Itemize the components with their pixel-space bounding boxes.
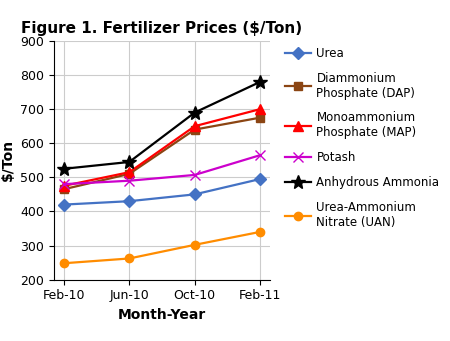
Line: Monoammonium
Phosphate (MAP): Monoammonium Phosphate (MAP) (59, 104, 265, 191)
Line: Urea: Urea (60, 175, 264, 209)
Anhydrous Ammonia (61, 167, 67, 171)
Urea (257, 177, 263, 181)
Urea (192, 192, 198, 196)
Diammonium
Phosphate (DAP) (257, 116, 263, 120)
Line: Anhydrous Ammonia: Anhydrous Ammonia (57, 75, 267, 176)
Urea (61, 203, 67, 207)
Monoammonium
Phosphate (MAP) (257, 107, 263, 111)
Anhydrous Ammonia (126, 160, 132, 164)
Monoammonium
Phosphate (MAP) (61, 184, 67, 188)
Urea-Ammonium
Nitrate (UAN) (257, 230, 263, 234)
Diammonium
Phosphate (DAP) (61, 187, 67, 191)
Diammonium
Phosphate (DAP) (192, 128, 198, 132)
Potash (192, 173, 198, 177)
Line: Urea-Ammonium
Nitrate (UAN): Urea-Ammonium Nitrate (UAN) (60, 228, 264, 267)
Urea (126, 199, 132, 203)
Potash (257, 153, 263, 157)
X-axis label: Month-Year: Month-Year (118, 308, 206, 322)
Diammonium
Phosphate (DAP) (126, 172, 132, 176)
Title: Figure 1. Fertilizer Prices ($/Ton): Figure 1. Fertilizer Prices ($/Ton) (22, 20, 302, 35)
Urea-Ammonium
Nitrate (UAN) (61, 261, 67, 265)
Anhydrous Ammonia (192, 110, 198, 115)
Urea-Ammonium
Nitrate (UAN) (126, 256, 132, 261)
Legend: Urea, Diammonium
Phosphate (DAP), Monoammonium
Phosphate (MAP), Potash, Anhydrou: Urea, Diammonium Phosphate (DAP), Monoam… (284, 47, 439, 229)
Monoammonium
Phosphate (MAP) (126, 170, 132, 174)
Anhydrous Ammonia (257, 80, 263, 84)
Urea-Ammonium
Nitrate (UAN) (192, 243, 198, 247)
Line: Potash: Potash (59, 150, 265, 189)
Line: Diammonium
Phosphate (DAP): Diammonium Phosphate (DAP) (60, 114, 264, 193)
Monoammonium
Phosphate (MAP) (192, 124, 198, 128)
Y-axis label: $/Ton: $/Ton (1, 139, 15, 181)
Potash (61, 182, 67, 186)
Potash (126, 179, 132, 183)
